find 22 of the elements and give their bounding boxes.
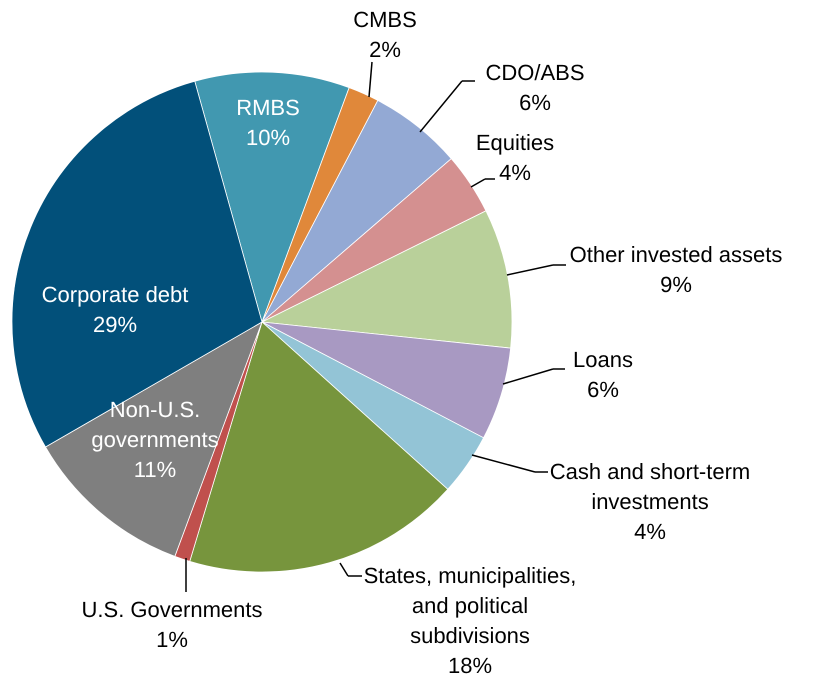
data-label: 6% — [587, 377, 619, 402]
slice-label: Non-U.S. governments — [91, 397, 219, 452]
slice-label: Loans — [573, 347, 633, 372]
data-label: 11% — [134, 457, 176, 482]
data-label: 4% — [634, 519, 666, 544]
slice-label: U.S. Governments — [82, 597, 262, 622]
slice-label: RMBS — [236, 95, 300, 120]
data-label: 9% — [660, 272, 692, 297]
slice-label: CMBS — [353, 7, 417, 32]
slice-label: Corporate debt — [42, 282, 188, 307]
data-label: 10% — [246, 125, 290, 150]
slice-label: Cash and short-term investments — [550, 459, 750, 514]
slice-label: CDO/ABS — [485, 60, 585, 85]
data-label: 4% — [499, 160, 531, 185]
data-label: 6% — [519, 90, 551, 115]
data-label: 29% — [92, 312, 138, 337]
slice-label: States, municipalities, and political subdivisions — [364, 563, 576, 648]
data-label: 18% — [448, 653, 492, 676]
slice-label: Equities — [476, 130, 554, 155]
data-label: 2% — [369, 37, 401, 62]
data-label: 1% — [156, 627, 188, 652]
slice-label: Other invested assets — [570, 242, 782, 267]
